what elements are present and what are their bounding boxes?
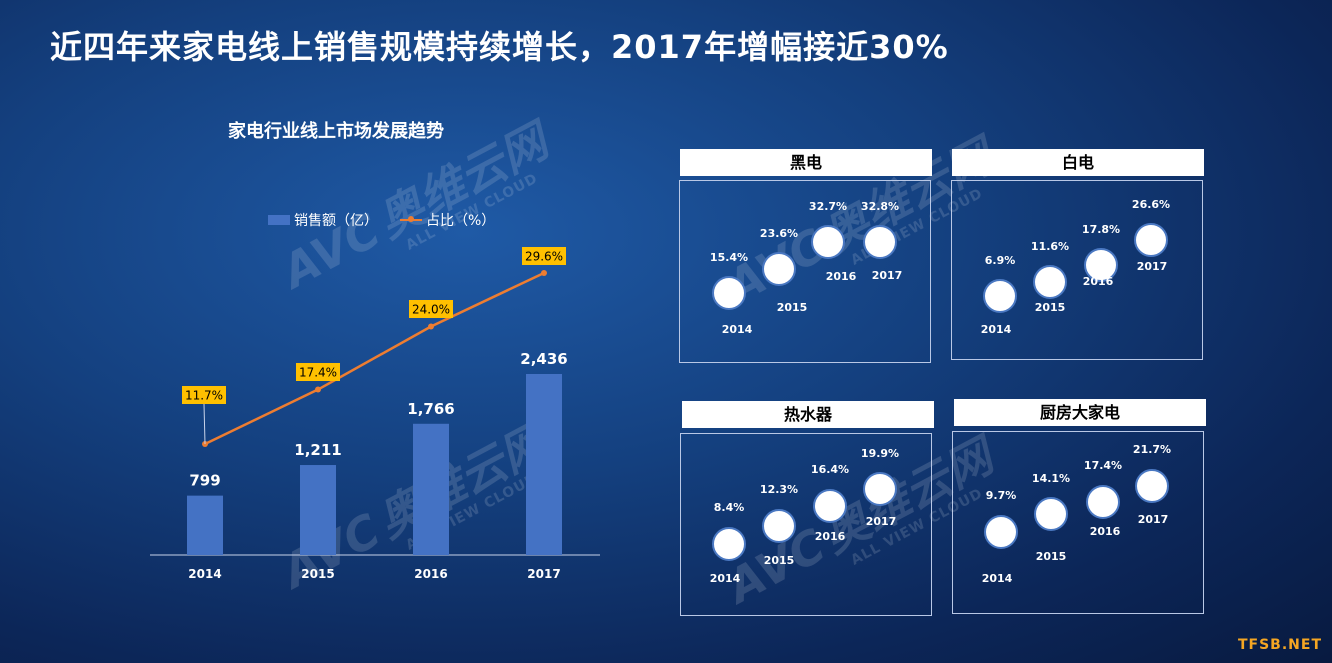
bubble-pct-label-1-2015: 23.6% xyxy=(759,227,799,240)
x-tick-label-2017: 2017 xyxy=(527,567,560,581)
line-label-2016: 24.0% xyxy=(412,303,450,317)
bubble-pct-label-3-2017: 19.9% xyxy=(860,447,900,460)
bubble-pct-label-4-2016: 17.4% xyxy=(1083,459,1123,472)
x-tick-label-2014: 2014 xyxy=(188,567,221,581)
bubble-year-label-1-2014: 2014 xyxy=(721,323,753,336)
bubble-2-2015 xyxy=(1033,265,1067,299)
bar-value-label-2016: 1,766 xyxy=(407,400,454,418)
bubble-year-label-1-2017: 2017 xyxy=(871,269,903,282)
bar-2017 xyxy=(526,374,562,555)
bubble-2-2017 xyxy=(1134,223,1168,257)
bubble-year-label-2-2017: 2017 xyxy=(1136,260,1168,273)
line-point-2016 xyxy=(428,323,434,330)
bubble-pct-label-1-2017: 32.8% xyxy=(860,200,900,213)
bubble-pct-label-2-2017: 26.6% xyxy=(1131,198,1171,211)
line-label-2015: 17.4% xyxy=(299,366,337,380)
bar-value-label-2017: 2,436 xyxy=(520,350,567,368)
line-series-share xyxy=(204,271,545,446)
legend-item-line: 占比（%） xyxy=(400,210,495,230)
bubble-2-2016 xyxy=(1084,248,1118,282)
bar-value-label-2015: 1,211 xyxy=(294,441,341,459)
bubble-pct-label-3-2014: 8.4% xyxy=(713,501,745,514)
bubble-pct-label-3-2016: 16.4% xyxy=(810,463,850,476)
line-point-2017 xyxy=(541,270,547,276)
line-label-box-2016 xyxy=(409,300,453,318)
line-label-box-2015 xyxy=(296,363,340,381)
bubble-1-2017 xyxy=(863,225,897,259)
legend-item-bar: 销售额（亿） xyxy=(268,210,378,230)
bubble-pct-label-4-2015: 14.1% xyxy=(1031,472,1071,485)
bubble-pct-label-1-2016: 32.7% xyxy=(808,200,848,213)
legend-bar-label: 销售额（亿） xyxy=(294,213,378,229)
bubble-4-2015 xyxy=(1034,497,1068,531)
panel-header-white: 白电 xyxy=(952,149,1204,176)
panel-water-heater xyxy=(680,433,932,616)
line-label-box-2017 xyxy=(522,247,566,265)
bubble-pct-label-4-2014: 9.7% xyxy=(985,489,1017,502)
main-chart-legend: 销售额（亿） 占比（%） xyxy=(268,210,509,230)
bubble-1-2014 xyxy=(712,276,746,310)
bubble-year-label-4-2016: 2016 xyxy=(1089,525,1121,538)
footer-site-logo: TFSB.NET xyxy=(1237,637,1322,653)
bubble-year-label-2-2014: 2014 xyxy=(980,323,1012,336)
bubble-1-2015 xyxy=(762,252,796,286)
page-title: 近四年来家电线上销售规模持续增长，2017年增幅接近30% xyxy=(50,28,949,66)
bubble-4-2014 xyxy=(984,515,1018,549)
panel-kitchen xyxy=(952,431,1204,614)
bubble-year-label-1-2015: 2015 xyxy=(776,301,808,314)
line-label-box-2014 xyxy=(182,386,226,404)
legend-line-swatch xyxy=(400,216,422,222)
bubble-year-label-3-2014: 2014 xyxy=(709,572,741,585)
bubble-pct-label-2-2016: 17.8% xyxy=(1081,223,1121,236)
bar-2014 xyxy=(187,495,223,555)
bubble-pct-label-1-2014: 15.4% xyxy=(709,251,749,264)
bubble-pct-label-3-2015: 12.3% xyxy=(759,483,799,496)
legend-line-label: 占比（%） xyxy=(426,213,496,229)
bubble-year-label-4-2014: 2014 xyxy=(981,572,1013,585)
main-chart-title: 家电行业线上市场发展趋势 xyxy=(228,121,444,142)
x-tick-label-2015: 2015 xyxy=(301,567,334,581)
bubble-4-2016 xyxy=(1086,485,1120,519)
bubble-year-label-4-2017: 2017 xyxy=(1137,513,1169,526)
bubble-pct-label-2-2014: 6.9% xyxy=(984,254,1016,267)
line-label-leader-2014 xyxy=(203,403,206,445)
bubble-3-2016 xyxy=(813,489,847,523)
bubble-4-2017 xyxy=(1135,469,1169,503)
bubble-pct-label-2-2015: 11.6% xyxy=(1030,240,1070,253)
bubble-year-label-1-2016: 2016 xyxy=(825,270,857,283)
line-label-2017: 29.6% xyxy=(525,250,563,264)
line-point-2015 xyxy=(315,386,321,393)
line-label-2014: 11.7% xyxy=(185,389,223,403)
bubble-1-2016 xyxy=(811,225,845,259)
legend-bar-swatch xyxy=(268,215,290,225)
bubble-3-2017 xyxy=(863,472,897,506)
bubble-3-2014 xyxy=(712,527,746,561)
bubble-year-label-2-2016: 2016 xyxy=(1082,275,1114,288)
panel-black xyxy=(679,180,931,363)
bubble-year-label-4-2015: 2015 xyxy=(1035,550,1067,563)
bubble-year-label-2-2015: 2015 xyxy=(1034,301,1066,314)
x-tick-label-2016: 2016 xyxy=(414,567,447,581)
bubble-3-2015 xyxy=(762,509,796,543)
bubble-year-label-3-2016: 2016 xyxy=(814,530,846,543)
panel-header-kitchen: 厨房大家电 xyxy=(954,399,1206,426)
panel-header-black: 黑电 xyxy=(680,149,932,176)
bubble-year-label-3-2017: 2017 xyxy=(865,515,897,528)
bar-2016 xyxy=(413,423,449,555)
bar-value-label-2014: 799 xyxy=(189,472,220,490)
panel-header-water-heater: 热水器 xyxy=(682,401,934,428)
bubble-year-label-3-2015: 2015 xyxy=(763,554,795,567)
bar-2015 xyxy=(300,465,336,555)
bubble-pct-label-4-2017: 21.7% xyxy=(1132,443,1172,456)
panel-white xyxy=(951,180,1203,360)
bubble-2-2014 xyxy=(983,279,1017,313)
